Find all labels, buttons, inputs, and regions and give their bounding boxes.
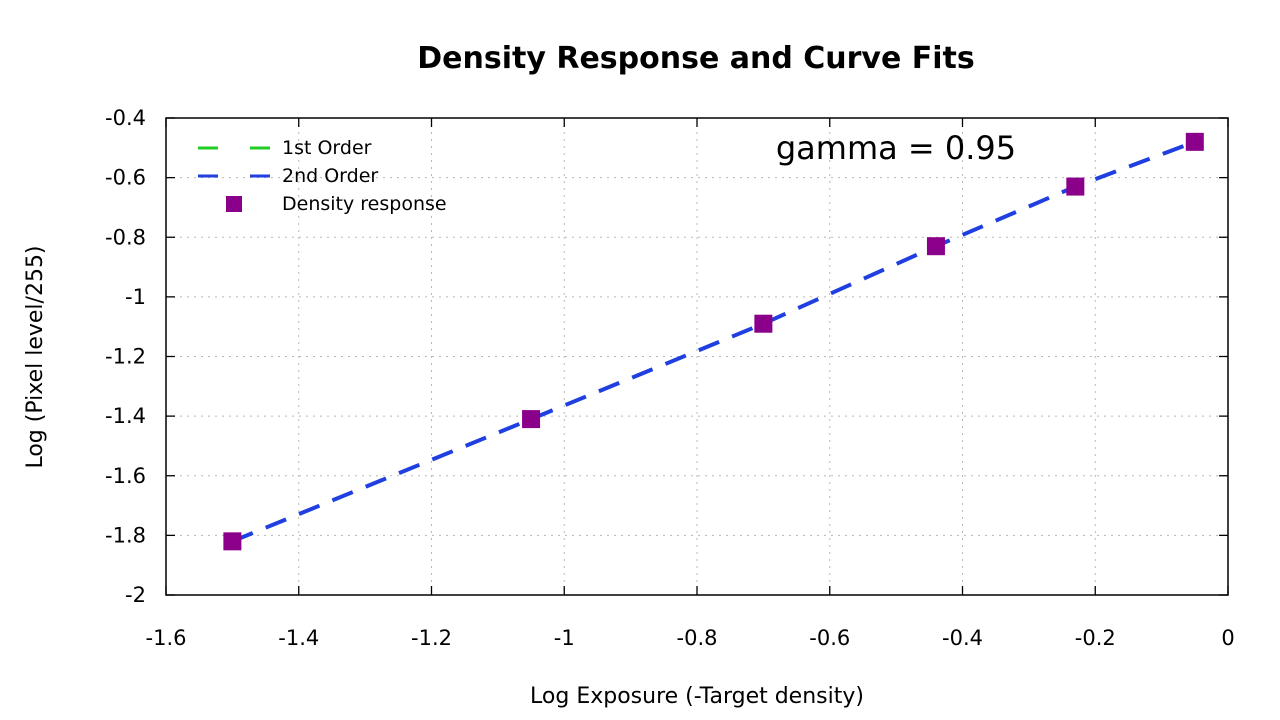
y-tick-label: -0.8 — [105, 225, 146, 249]
y-tick-label: -1.8 — [105, 523, 146, 547]
y-tick-label: -2 — [125, 583, 146, 607]
series-line-1 — [231, 140, 1196, 544]
y-tick-label: -1.2 — [105, 345, 146, 369]
data-point — [1185, 132, 1204, 151]
data-point — [522, 410, 541, 429]
y-tick-label: -1 — [125, 285, 146, 309]
x-tick-label: -0.6 — [809, 626, 850, 650]
y-tick-label: -0.4 — [105, 106, 146, 130]
x-axis-title: Log Exposure (-Target density) — [530, 684, 864, 709]
x-tick-label: -0.8 — [677, 626, 718, 650]
y-tick-labels: -0.4 -0.6 -0.8 -1 -1.2 -1.4 -1.6 -1.8 -2 — [105, 106, 146, 607]
legend-label-1: 2nd Order — [282, 165, 378, 187]
plot-frame — [165, 117, 1229, 596]
y-axis-title: Log (Pixel level/255) — [23, 245, 48, 468]
x-tick-label: -1.6 — [146, 626, 187, 650]
y-tick-label: -1.4 — [105, 404, 146, 428]
data-point — [223, 532, 242, 551]
legend-swatch-2 — [226, 196, 242, 212]
data-point — [926, 237, 945, 256]
x-tick-label: -1.4 — [278, 626, 319, 650]
series-layer — [223, 132, 1204, 551]
legend-label-0: 1st Order — [282, 137, 372, 159]
x-tick-labels: -1.6 -1.4 -1.2 -1 -0.8 -0.6 -0.4 -0.2 0 — [146, 626, 1235, 650]
grid-lines — [166, 118, 1228, 595]
x-tick-label: 0 — [1221, 626, 1234, 650]
gamma-annotation: gamma = 0.95 — [776, 129, 1016, 167]
x-tick-label: -0.4 — [942, 626, 983, 650]
data-point — [1066, 177, 1085, 196]
y-tick-label: -0.6 — [105, 166, 146, 190]
chart-title: Density Response and Curve Fits — [417, 41, 975, 76]
x-tick-label: -1.2 — [411, 626, 452, 650]
x-tick-label: -1 — [554, 626, 575, 650]
y-tick-label: -1.6 — [105, 464, 146, 488]
legend: 1st Order 2nd Order Density response — [198, 137, 447, 215]
data-point — [754, 314, 773, 333]
legend-label-2: Density response — [282, 193, 447, 215]
x-tick-label: -0.2 — [1075, 626, 1116, 650]
